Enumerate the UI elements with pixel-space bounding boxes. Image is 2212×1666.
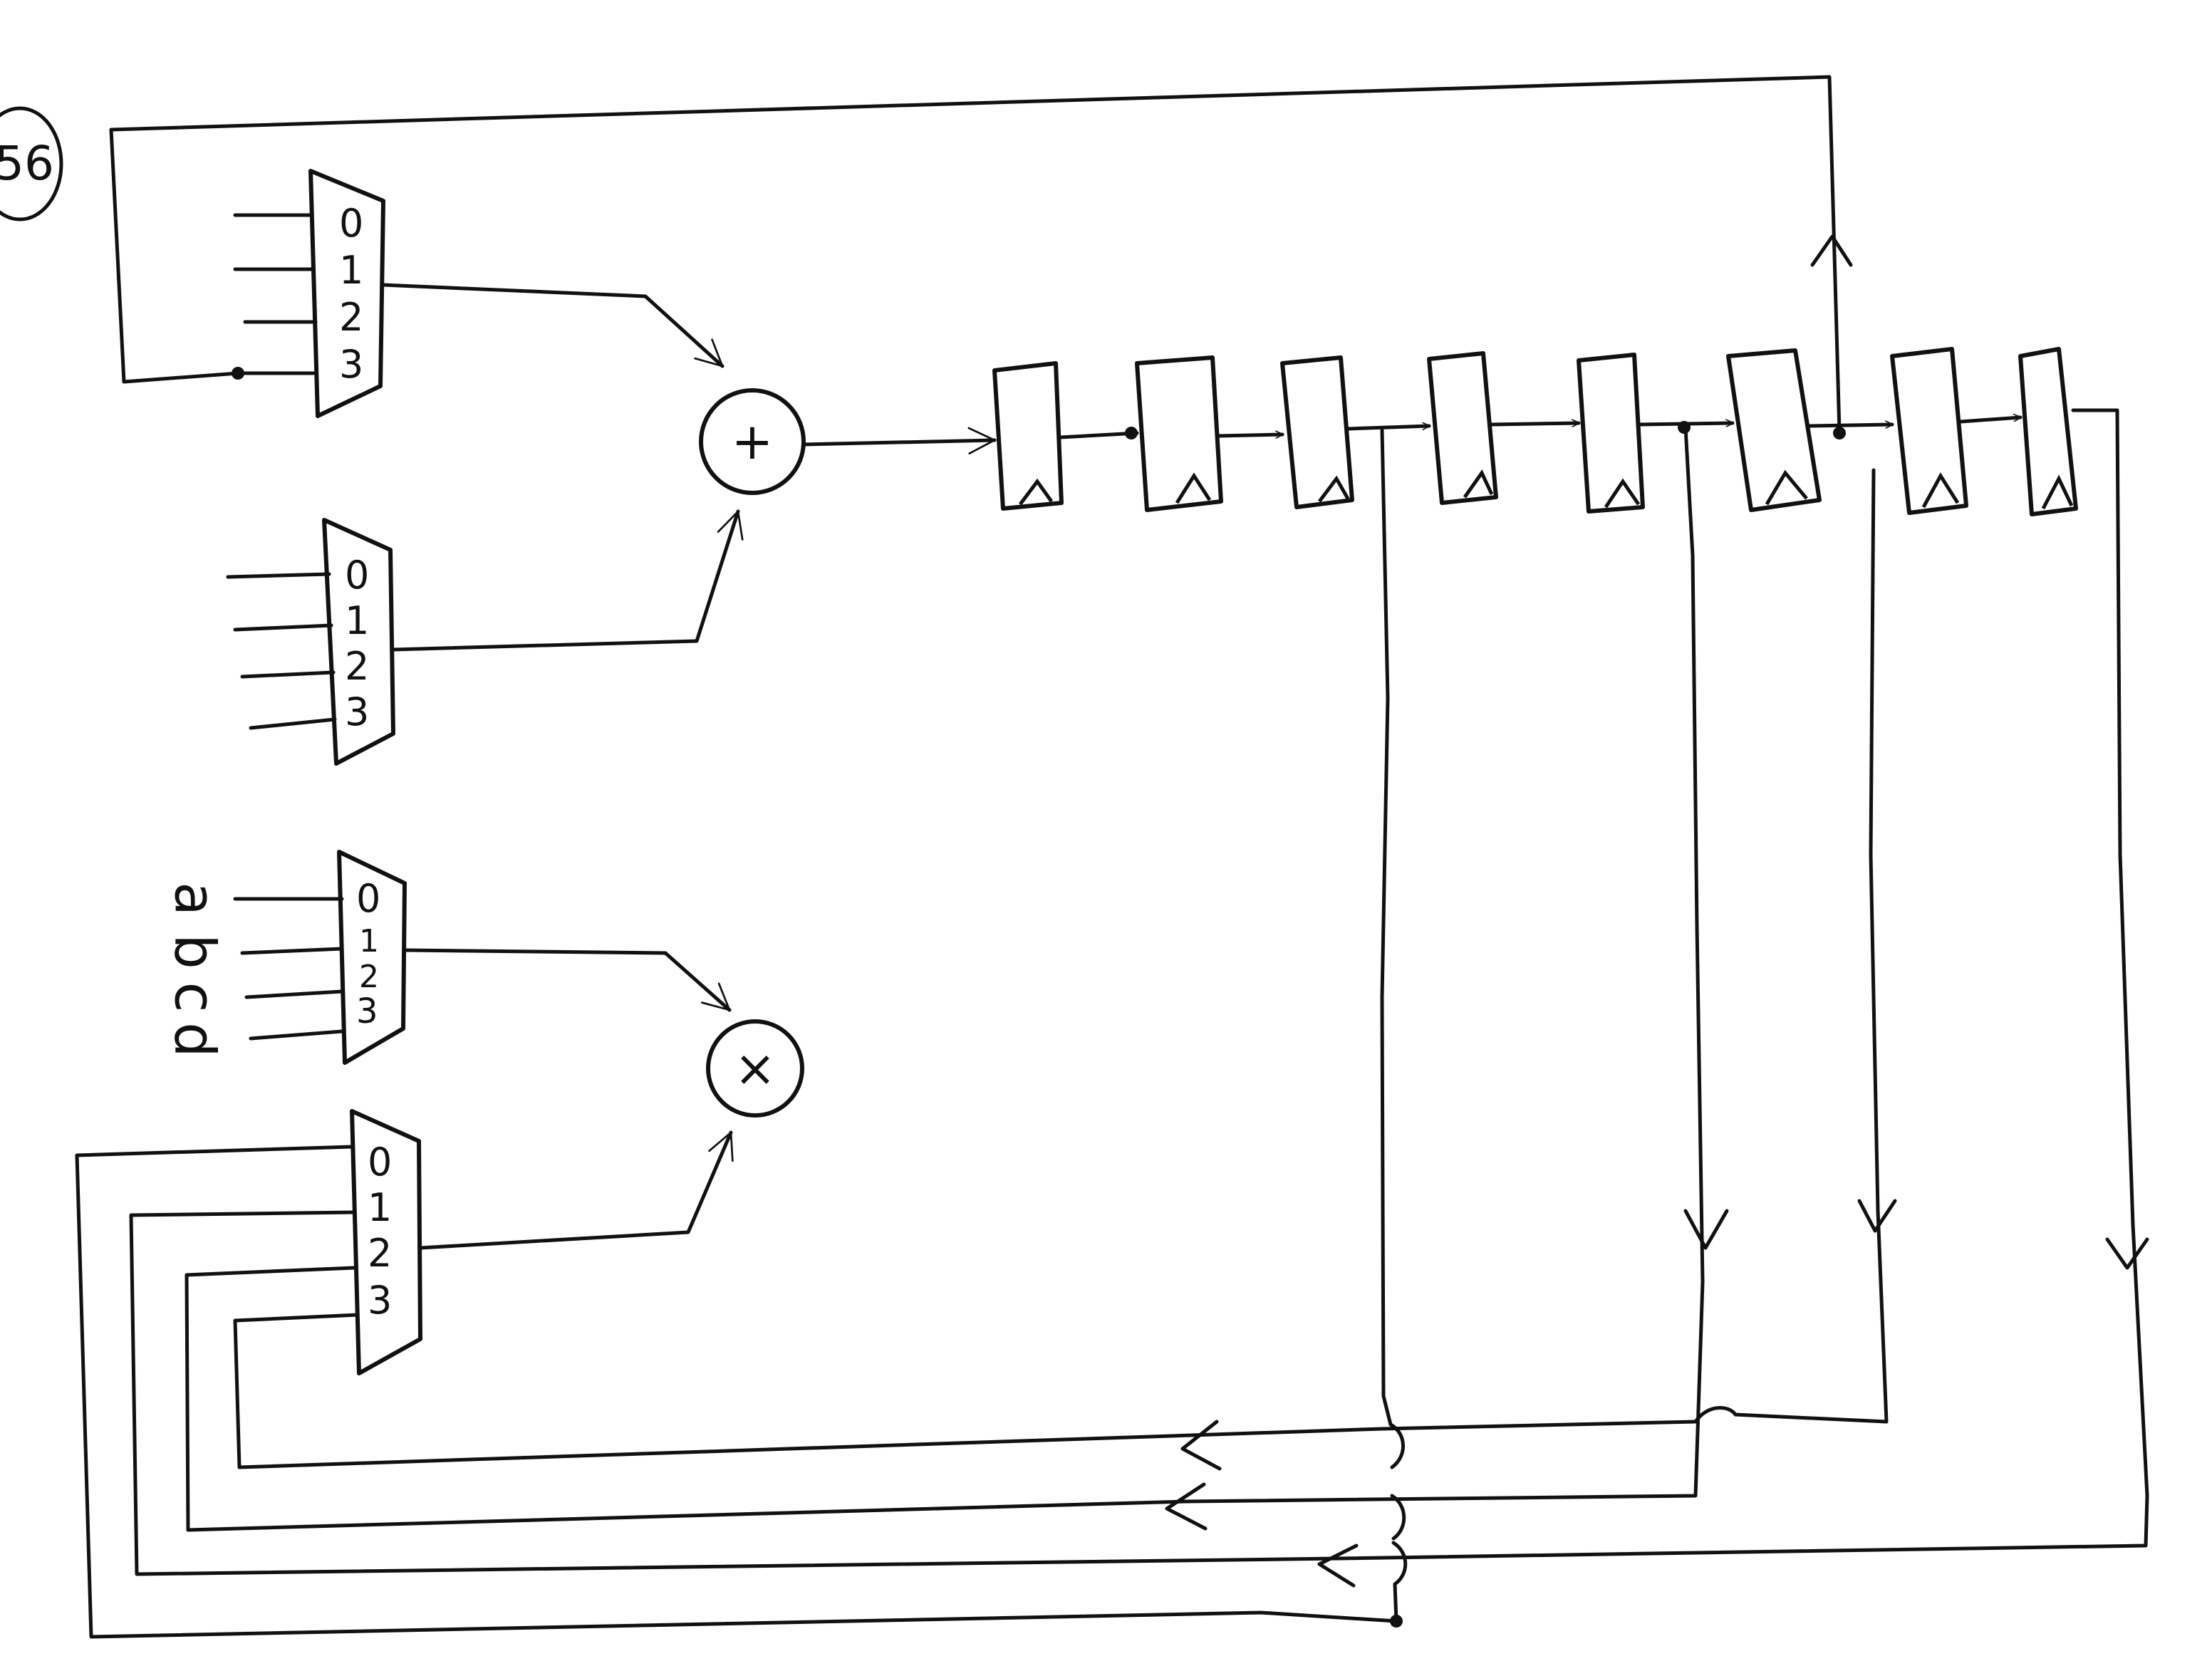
down-arrowhead-reg6 [1857,1199,1897,1233]
wire-bus-to-mux-mul-b-3 [233,1313,1698,1469]
wire-reg6-to-reg7 [1807,425,1894,426]
wire-bus-to-mux-mul-b-1 [129,1210,1341,1576]
register-6 [1726,348,1822,512]
wire-reg7-to-reg8 [1958,417,2023,424]
wire-tap-reg5-down [1183,425,1705,1504]
mux-add-b-input-0: 0 [345,553,369,598]
wire-reg1-to-reg2 [1058,433,1139,439]
mux-add-b-input-line-0 [226,572,331,579]
mux-mul-b-input-0: 0 [368,1140,392,1185]
mux-add-a-input-2: 2 [339,295,363,340]
mux-add-b-input-line-2 [240,670,336,679]
wire-tap-reg3-to-bus0 [1393,1582,1398,1623]
wire-bus-to-mux-mul-b-2 [185,1266,1188,1532]
mux-mul-b-input-1: 1 [368,1185,392,1230]
mux-add-b-input-line-3 [249,717,337,730]
register-1 [992,361,1064,511]
left-arrowhead-bus-2 [1165,1482,1208,1531]
crossover-hop-1 [1388,1422,1405,1469]
crossover-hop-2 [1390,1494,1406,1541]
mux-add-b: 0 1 2 3 [322,518,395,766]
wire-reg4-to-reg5 [1490,423,1581,425]
left-arrowhead-bus-3 [1317,1543,1359,1588]
crossover-hop-3 [1391,1541,1408,1586]
multiplier-symbol: × [734,1039,777,1098]
down-arrowhead-reg5 [1683,1209,1729,1250]
register-2 [1135,355,1223,512]
register-8 [2018,347,2078,516]
down-arrowhead-reg8 [2105,1237,2149,1270]
coefficient-label-d: d [162,1022,227,1058]
mux-mul-a: 0 1 2 3 [337,850,407,1065]
wire-mux-add-a-to-adder [381,283,725,368]
mux-mul-a-input-0: 0 [356,876,380,921]
register-3 [1280,355,1354,509]
wire-bus-to-mux-mul-b-0 [75,1145,1398,1639]
adder-symbol: + [732,412,774,471]
wire-mux-mul-b-to-multiplier [418,1130,734,1250]
mux-add-a-input-1: 1 [339,248,363,293]
wire-tap-reg8-down [1337,408,2149,1561]
multiplier: × [706,1019,804,1118]
mux-add-a-input-3: 3 [339,342,363,387]
mux-mul-a-input-line-3 [249,1029,344,1041]
wire-mux-mul-a-to-multiplier [403,948,732,1012]
wire-mux-add-b-to-adder [391,509,744,652]
mux-add-b-input-2: 2 [345,644,369,689]
adder: + [699,388,806,495]
mux-mul-a-input-line-2 [244,989,344,999]
feedback-up-arrowhead [1810,234,1853,267]
mux-add-a-input-0: 0 [339,201,363,246]
mux-mul-a-input-2: 2 [359,959,379,995]
mux-mul-a-input-3: 3 [356,991,378,1031]
mux-mul-b-input-3: 3 [368,1278,392,1323]
wire-adder-to-register-1 [801,427,997,455]
crossover-hop-4 [1693,1406,1738,1424]
mux-add-b-input-line-1 [233,623,333,632]
mux-mul-a-input-1: 1 [359,923,379,959]
mux-add-b-input-1: 1 [345,598,369,643]
mux-mul-b-input-2: 2 [368,1231,392,1276]
wire-tap-reg6-down [1733,468,1889,1424]
coefficient-label-b: b [162,934,227,969]
mux-mul-a-input-line-1 [240,947,344,955]
mux-mul-b: 0 1 2 3 [350,1109,422,1375]
register-5 [1577,353,1645,514]
left-arrowhead-bus-1 [1180,1420,1222,1471]
mux-add-b-input-3: 3 [345,689,369,734]
page-label: 56 [0,136,54,191]
wire-reg3-to-reg4 [1346,426,1431,431]
wire-reg2-to-reg3 [1216,434,1284,436]
wire-feedback-to-mux-add-a-3 [109,75,1842,434]
coefficient-label-a: a [162,882,227,916]
register-7 [1890,347,1968,515]
coefficient-labels: a b c d [162,882,227,1058]
wire-tap-reg3-down [1380,428,1393,1427]
page-label-badge: 56 [0,106,63,222]
register-4 [1427,351,1498,505]
mux-add-a: 0 1 2 3 [308,169,385,418]
tap-dot-reg2 [1125,427,1138,439]
coefficient-label-c: c [162,982,227,1013]
